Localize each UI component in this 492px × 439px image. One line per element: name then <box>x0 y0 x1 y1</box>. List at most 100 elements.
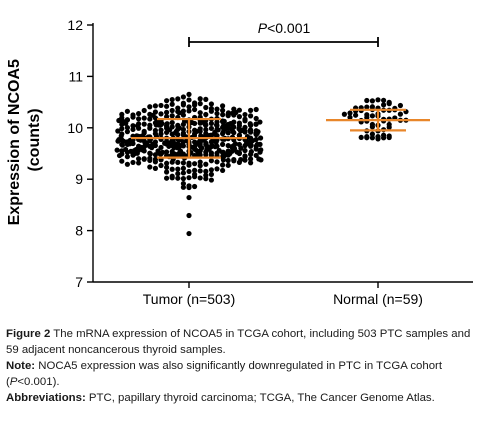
data-point <box>208 167 214 173</box>
data-point <box>253 106 259 113</box>
data-point <box>242 118 248 124</box>
data-point <box>369 113 375 119</box>
significance-value: <0.001 <box>267 20 310 36</box>
data-point <box>364 97 370 104</box>
data-point <box>199 145 205 151</box>
chart: Expression of NCOA5 (counts) 7 8 9 10 11 12 Tu… <box>6 17 473 307</box>
data-point <box>242 111 248 118</box>
data-point <box>341 111 347 117</box>
data-point <box>164 129 170 136</box>
data-point <box>115 138 121 144</box>
caption-note-p: P <box>9 376 18 389</box>
data-point <box>192 102 198 108</box>
data-point <box>124 125 130 131</box>
data-point <box>375 136 381 142</box>
data-point <box>164 175 170 181</box>
data-point <box>150 112 156 118</box>
data-point <box>172 130 178 136</box>
data-point <box>381 97 387 103</box>
data-point <box>158 127 164 133</box>
data-point <box>257 141 263 147</box>
data-point <box>212 144 218 150</box>
data-point <box>203 104 209 111</box>
data-point <box>192 174 198 180</box>
data-point <box>169 113 175 119</box>
data-point <box>134 150 140 156</box>
caption-figure: Figure 2 The mRNA expression of NCOA5 in… <box>6 326 486 358</box>
data-point <box>242 128 248 134</box>
data-point <box>158 102 164 109</box>
data-point <box>248 156 254 162</box>
data-point <box>242 153 248 160</box>
data-point <box>220 129 226 135</box>
data-point <box>164 98 170 104</box>
data-point <box>203 161 209 167</box>
data-point <box>186 194 192 201</box>
data-point <box>119 126 125 132</box>
data-point <box>116 152 123 159</box>
caption-figure-label: Figure 2 <box>6 328 51 340</box>
data-point <box>248 113 254 119</box>
data-point <box>186 108 192 114</box>
data-point <box>347 114 353 120</box>
data-point <box>136 156 142 162</box>
data-point <box>231 158 237 164</box>
data-point <box>197 163 203 169</box>
data-point <box>130 126 136 133</box>
data-point <box>208 125 214 132</box>
data-point <box>207 132 213 138</box>
data-point <box>193 147 200 154</box>
data-point <box>180 165 186 171</box>
data-point <box>214 159 220 165</box>
data-point <box>169 96 175 103</box>
data-point <box>147 164 153 170</box>
data-point <box>214 106 220 112</box>
data-point <box>180 160 186 166</box>
data-point <box>208 158 214 164</box>
data-point <box>175 96 181 102</box>
data-point <box>159 120 165 127</box>
caption-abbreviations: Abbreviations: PTC, papillary thyroid ca… <box>6 390 486 406</box>
y-tick-label: 8 <box>75 223 83 239</box>
data-point <box>225 162 231 168</box>
figure-caption: Figure 2 The mRNA expression of NCOA5 in… <box>6 326 486 406</box>
data-point <box>124 161 130 167</box>
significance-bracket: P<0.001 <box>188 20 379 47</box>
data-point <box>197 101 203 107</box>
data-point <box>162 140 168 146</box>
data-point <box>381 135 387 141</box>
data-point <box>124 129 130 135</box>
data-point <box>116 117 122 124</box>
data-point <box>192 167 198 173</box>
data-point <box>231 130 237 136</box>
data-point <box>220 157 227 163</box>
data-point <box>397 111 403 117</box>
caption-note-text-1: NOCA5 expression was also significantly … <box>6 360 442 389</box>
data-point <box>247 141 253 147</box>
y-tick-label: 12 <box>67 17 83 33</box>
data-point <box>208 171 214 177</box>
data-point <box>164 103 170 109</box>
data-point <box>169 101 175 107</box>
data-point <box>236 114 242 120</box>
data-point <box>386 134 392 141</box>
data-point <box>124 108 130 114</box>
data-point <box>203 176 209 182</box>
x-tick-label: Normal (n=59) <box>333 291 423 307</box>
data-point <box>157 151 163 157</box>
data-point <box>164 109 170 115</box>
data-point <box>186 230 192 237</box>
data-point <box>149 145 155 151</box>
data-point <box>123 146 129 153</box>
data-point <box>141 121 147 127</box>
data-point <box>206 146 212 152</box>
data-point <box>164 123 170 129</box>
data-point <box>238 145 244 151</box>
data-point <box>254 130 260 137</box>
data-point <box>164 164 170 171</box>
data-point <box>169 159 175 165</box>
data-point <box>369 131 375 137</box>
data-point <box>114 147 120 153</box>
data-point <box>147 151 153 157</box>
data-point <box>141 156 147 162</box>
